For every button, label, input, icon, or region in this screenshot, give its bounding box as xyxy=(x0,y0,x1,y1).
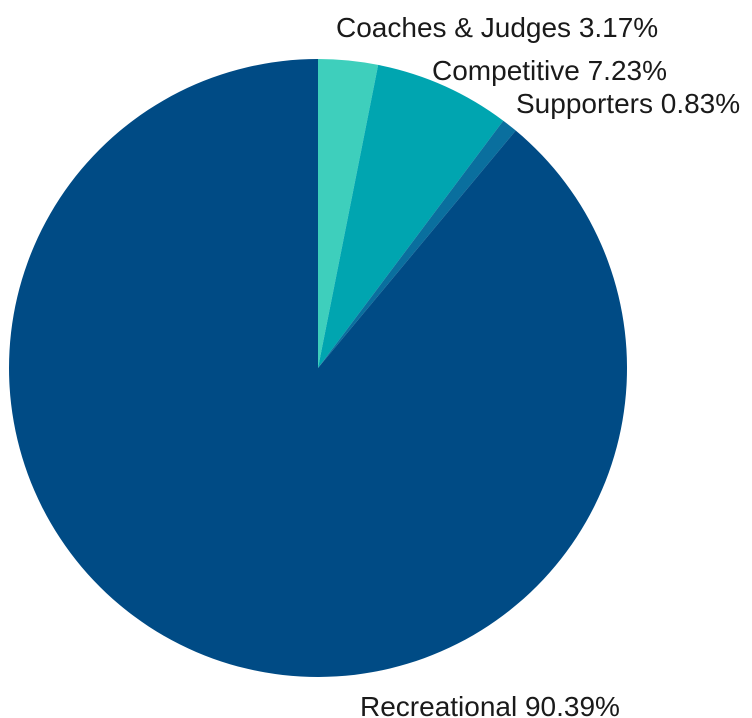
slice-label-recreational: Recreational 90.39% xyxy=(360,691,620,718)
pie-slice-recreational xyxy=(9,59,628,677)
pie-labels: Coaches & Judges 3.17% Competitive 7.23%S… xyxy=(336,12,740,718)
pie-slice-supporters xyxy=(318,120,516,369)
slice-label-competitive: Competitive 7.23% xyxy=(432,55,667,86)
pie-slice-coaches-judges xyxy=(318,59,379,368)
slice-label-supporters: Supporters 0.83% xyxy=(516,88,740,119)
slice-label-coaches-judges: Coaches & Judges 3.17% xyxy=(336,12,658,43)
pie-slice-competitive xyxy=(318,64,504,369)
pie-slices xyxy=(9,59,628,677)
